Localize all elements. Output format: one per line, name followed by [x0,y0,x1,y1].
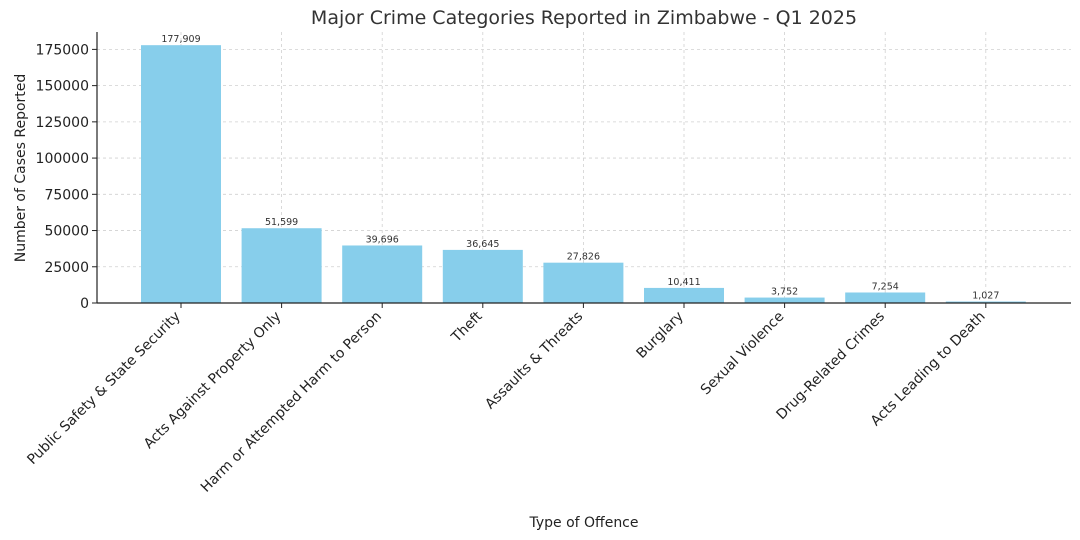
x-tick-label: Burglary [634,309,687,362]
bar [644,287,724,303]
x-tick-label: Harm or Attempted Harm to Person [198,309,385,496]
data-labels: 177,909 51,599 39,696 36,645 27,826 10,411 3,7… [161,34,999,301]
bar-value-label: 3,752 [771,287,798,298]
bars [141,45,1026,304]
y-tick-label: 150000 [36,79,89,95]
bar-value-label: 177,909 [161,34,200,45]
y-tick-label: 50000 [44,224,89,240]
y-ticks: 0 25000 50000 75000 100000 125000 150000 175000 [36,42,97,312]
y-tick-label: 100000 [36,151,89,167]
x-tick-label: Sexual Violence [698,309,788,399]
x-tick-label: Acts Leading to Death [868,309,989,430]
x-axis-label: Type of Offence [528,515,638,531]
x-tick-label: Drug-Related Crimes [774,309,889,424]
chart-title: Major Crime Categories Reported in Zimba… [311,7,857,29]
bar [845,292,926,303]
x-tick-label: Assaults & Threats [482,309,586,413]
bar [241,228,322,303]
bar-value-label: 51,599 [265,217,298,228]
bar [945,301,1026,303]
bar [543,262,624,303]
bar [442,249,523,303]
axes [96,32,1071,304]
bar [141,45,221,304]
bar-value-label: 27,826 [567,252,600,263]
bar-value-label: 7,254 [872,281,899,292]
y-axis-label: Number of Cases Reported [13,74,29,263]
y-tick-label: 0 [80,296,89,312]
bar-value-label: 1,027 [972,291,999,302]
bar-value-label: 10,411 [667,277,700,288]
y-tick-label: 175000 [36,42,89,58]
x-tick-label: Theft [448,308,486,346]
y-tick-label: 125000 [36,115,89,131]
bar [744,297,825,303]
y-tick-label: 25000 [44,260,89,276]
bar [342,245,423,303]
bar-value-label: 36,645 [466,239,499,250]
y-tick-label: 75000 [44,187,89,203]
bar-value-label: 39,696 [366,234,399,245]
